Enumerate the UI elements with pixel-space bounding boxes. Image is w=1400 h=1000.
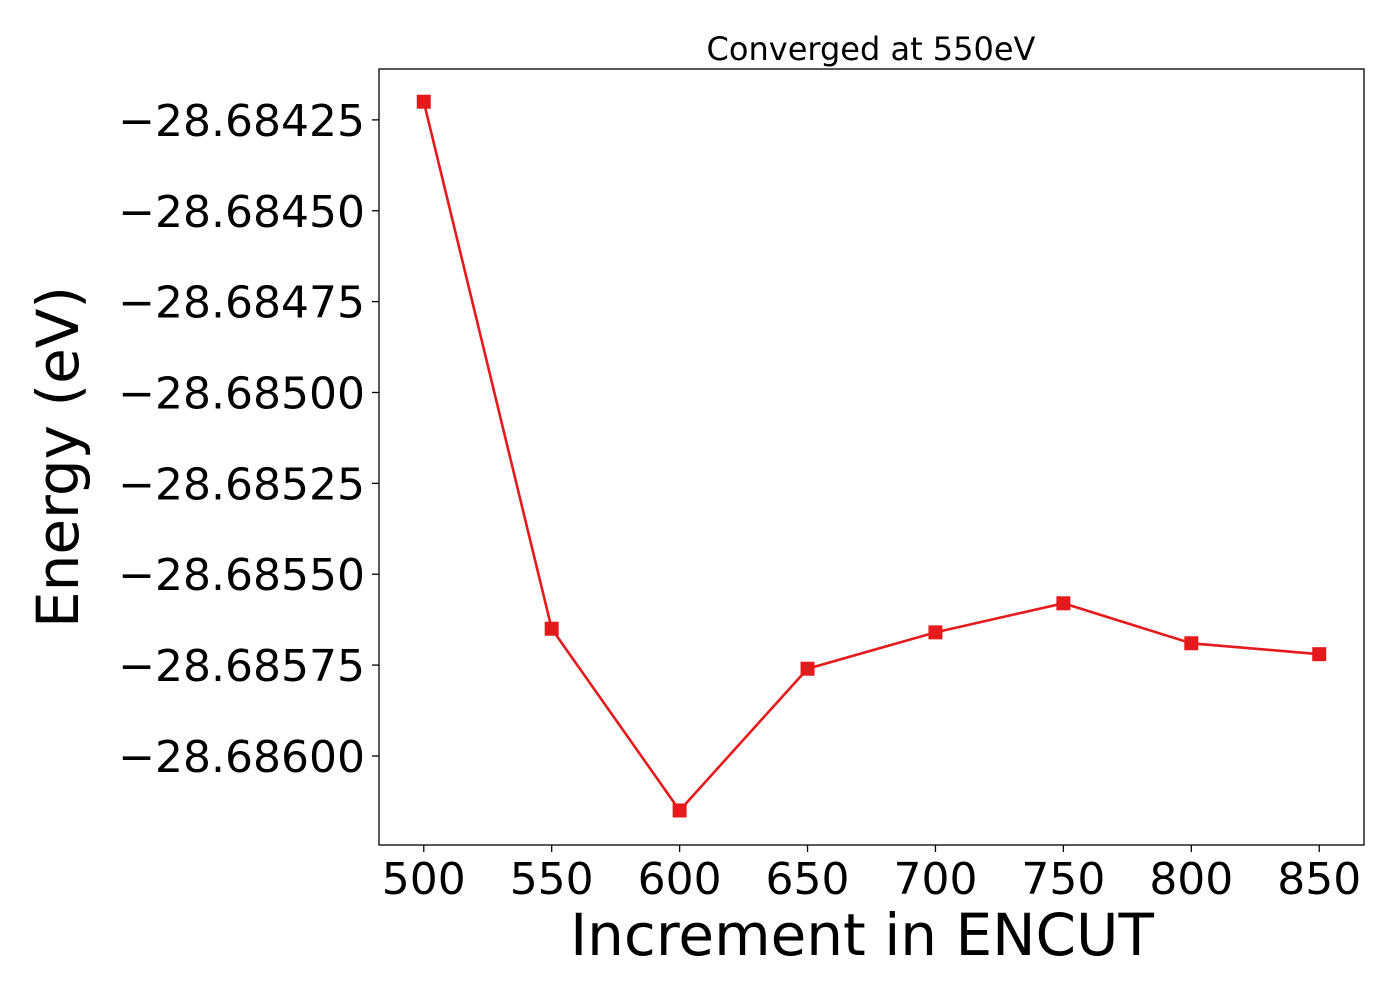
data-point-marker xyxy=(416,94,431,109)
x-tick-label: 650 xyxy=(766,854,850,905)
x-tick-label: 550 xyxy=(510,854,594,905)
chart-title: Converged at 550eV xyxy=(707,30,1036,68)
data-point-marker xyxy=(800,661,815,676)
data-point-marker xyxy=(1056,596,1071,611)
plot-area: 500 550 600 650 700 750 800 850 −28.68425 −28.684… xyxy=(118,68,1365,905)
plot-frame xyxy=(378,68,1365,846)
x-axis-label: Increment in ENCUT xyxy=(570,901,1154,969)
y-tick-label: −28.68450 xyxy=(118,187,365,238)
y-tick-label: −28.68500 xyxy=(118,368,365,419)
data-point-marker xyxy=(928,625,943,640)
y-tick-label: −28.68475 xyxy=(118,278,365,329)
x-tick-label: 800 xyxy=(1149,854,1233,905)
data-point-marker xyxy=(1312,647,1327,662)
x-tick-label: 700 xyxy=(893,854,977,905)
y-axis-label: Energy (eV) xyxy=(24,286,92,628)
y-tick-label: −28.68550 xyxy=(118,550,365,601)
y-tick-label: −28.68575 xyxy=(118,641,365,692)
y-tick-label: −28.68600 xyxy=(118,732,365,783)
x-tick-label: 850 xyxy=(1277,854,1361,905)
x-tick-label: 500 xyxy=(382,854,466,905)
series-line xyxy=(422,101,1320,812)
data-point-marker xyxy=(1184,636,1199,651)
x-tick-label: 600 xyxy=(638,854,722,905)
y-tick-label: −28.68425 xyxy=(118,96,365,147)
data-point-marker xyxy=(672,803,687,818)
x-tick-label: 750 xyxy=(1021,854,1105,905)
data-point-marker xyxy=(544,621,559,636)
y-tick-label: −28.68525 xyxy=(118,459,365,510)
